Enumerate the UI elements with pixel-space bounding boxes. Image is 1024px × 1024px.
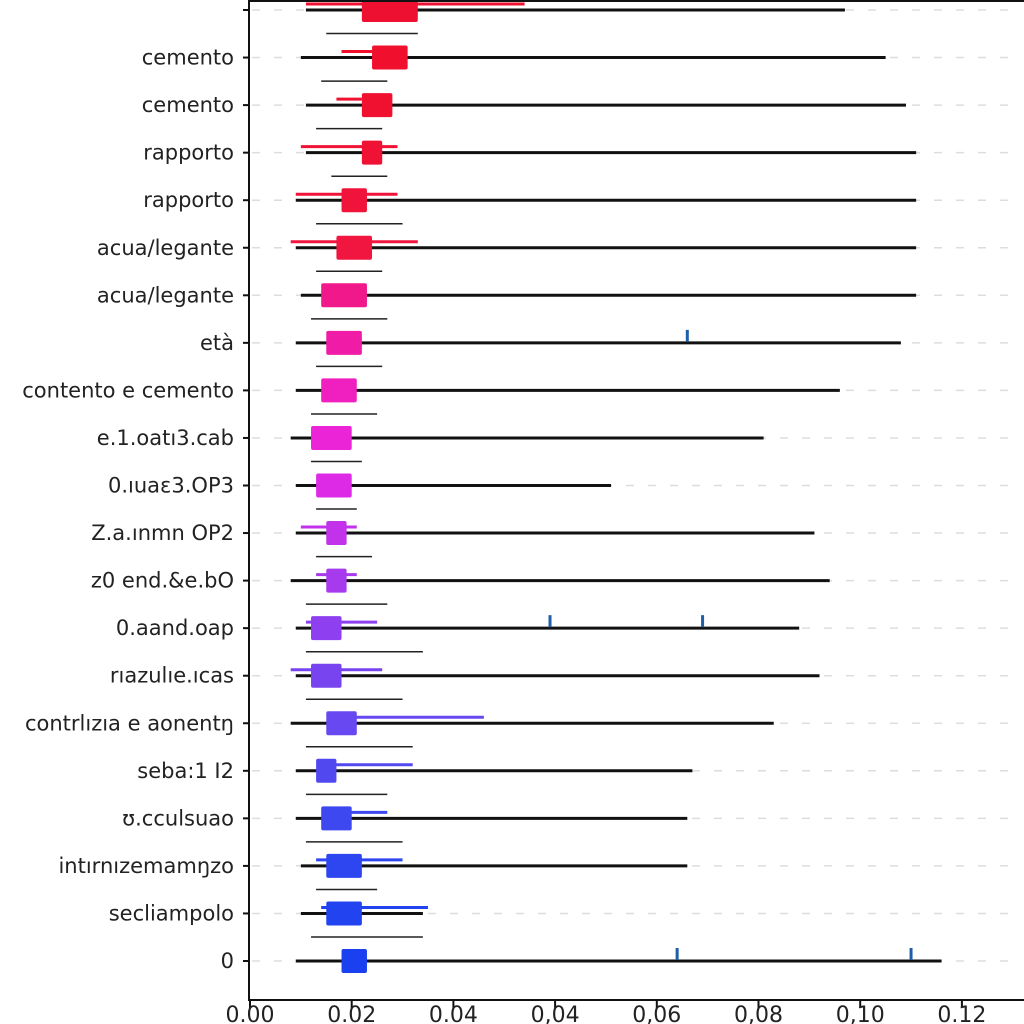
outlier-mark [701,615,705,628]
box [341,949,367,973]
box [321,283,367,308]
outlier-mark [675,948,679,960]
box [326,330,362,355]
y-label: cemento [142,93,234,117]
y-label: 0.ıuaɛ3.OP3 [108,474,234,498]
outlier-mark [909,948,913,960]
box [326,901,362,926]
y-label: secliampolo [109,901,234,925]
y-label: cemento [142,46,234,70]
box [326,521,347,546]
y-label: e.1.oatı3.cab [97,426,234,450]
x-tick-label: 0.00 [226,1003,275,1024]
y-label: contrlızıa e aonentŋ [25,711,234,735]
y-label: 0 [221,949,234,973]
outlier-mark [548,615,552,628]
y-label: z0 end.&e.bO [91,569,234,593]
outlier-mark [685,329,689,342]
x-tick-label: 0,10 [836,1003,885,1024]
x-axis-ticks: 0.00 0.02 0.04 0,04 0,06 0,08 0,10 0.12 [226,1000,986,1024]
box-marks [290,0,942,973]
y-label: rapporto [143,141,234,165]
y-label: ʊ.cculsuao [122,806,234,830]
x-tick-label: 0.02 [327,1003,376,1024]
y-label: rapporto [143,188,234,212]
box [311,616,342,641]
box [321,806,352,831]
y-label: Z.a.ınmn OP2 [91,521,234,545]
box [311,663,342,688]
box [321,378,357,403]
box [326,711,357,736]
box [316,758,337,783]
box [372,45,408,70]
y-label: seba:1 I2 [137,759,234,783]
box [326,853,362,878]
box [361,93,393,118]
x-tick-label: 0,04 [531,1003,580,1024]
box [341,188,367,213]
box [316,473,352,498]
y-label: acua/legante [97,236,234,260]
y-axis-labels: cemento cemento rapporto rapporto acua/legan… [22,46,234,973]
box [311,425,352,450]
box [326,568,347,593]
y-label: età [200,331,234,355]
y-label: acua/legante [97,283,234,307]
x-tick-label: 0,06 [632,1003,681,1024]
box [361,0,418,22]
y-label: 0.aand.oap [116,616,234,640]
y-label: contento e cemento [22,378,234,402]
box [336,235,373,260]
y-label: intırnızemamŋzo [58,854,234,878]
x-tick-label: 0,08 [734,1003,783,1024]
box [361,140,383,165]
x-tick-label: 0.04 [429,1003,478,1024]
y-label: rıazulıe.ıcas [110,664,234,688]
x-tick-label: 0.12 [937,1003,986,1024]
